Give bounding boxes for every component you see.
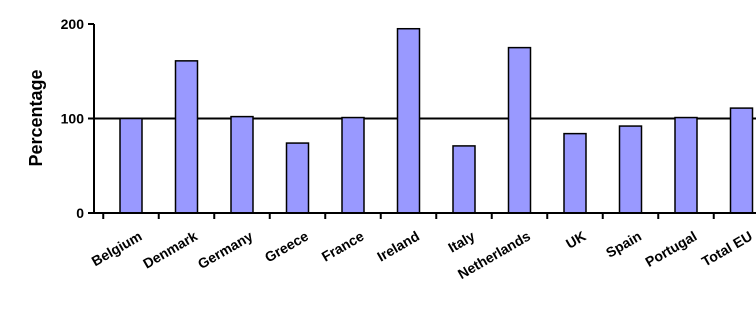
x-tick-label-uk: UK [563,228,589,252]
bar-france [341,116,365,214]
bar-denmark [174,60,199,214]
bar-belgium [119,117,143,214]
x-tick-label-france: France [319,228,367,265]
x-tick-label-spain: Spain [603,228,644,261]
x-tick-label-total-eu: Total EU [699,228,755,270]
bar-italy [452,145,476,214]
y-tick-labels: 0 100 200 [61,16,85,221]
bar-germany [230,115,254,214]
y-tick-label-0: 0 [76,205,84,221]
x-tick-label-denmark: Denmark [140,228,200,272]
bar-netherlands [507,46,532,214]
bar-greece [285,142,310,214]
x-tick-label-greece: Greece [262,228,311,266]
bar-total-eu [729,107,754,214]
x-tick-label-germany: Germany [195,228,256,272]
y-tick-label-100: 100 [61,111,85,127]
bar-ireland [396,27,421,214]
x-tick-label-italy: Italy [445,228,477,256]
x-tick-label-ireland: Ireland [374,228,422,265]
bar-portugal [674,116,698,214]
y-axis-label: Percentage [26,69,46,166]
bar-uk [563,132,587,214]
bars [119,27,754,214]
x-tick-label-belgium: Belgium [89,228,145,269]
x-tick-label-portugal: Portugal [642,228,699,270]
bar-spain [618,125,643,214]
y-tick-label-200: 200 [61,16,85,32]
axes [88,23,756,219]
